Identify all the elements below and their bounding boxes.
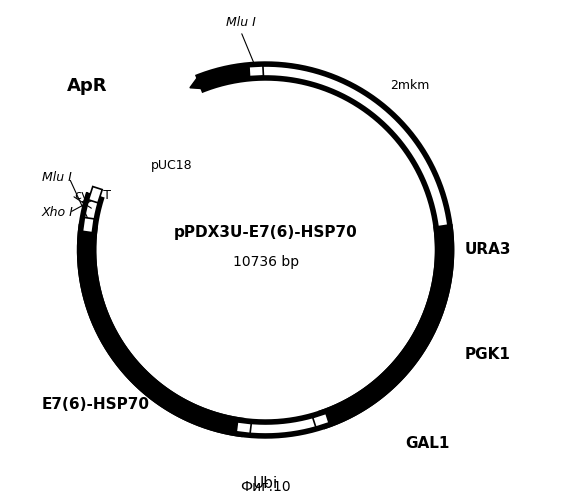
Text: Xho I: Xho I bbox=[42, 206, 73, 219]
Polygon shape bbox=[79, 234, 93, 248]
Text: Mlu I: Mlu I bbox=[42, 172, 72, 184]
Text: PGK1: PGK1 bbox=[465, 347, 511, 362]
Polygon shape bbox=[89, 186, 102, 203]
Text: ApR: ApR bbox=[67, 77, 107, 95]
Text: pPDX3U-E7(6)-HSP70: pPDX3U-E7(6)-HSP70 bbox=[174, 225, 357, 240]
Text: cyc1T: cyc1T bbox=[74, 189, 111, 202]
Polygon shape bbox=[312, 414, 329, 427]
Text: E7(6)-HSP70: E7(6)-HSP70 bbox=[42, 396, 150, 411]
Text: 2mkm: 2mkm bbox=[390, 80, 429, 92]
Polygon shape bbox=[249, 66, 264, 76]
Polygon shape bbox=[208, 418, 218, 428]
Text: 10736 bp: 10736 bp bbox=[232, 256, 298, 270]
Polygon shape bbox=[333, 404, 347, 417]
Polygon shape bbox=[435, 282, 449, 296]
Polygon shape bbox=[190, 76, 205, 89]
Text: URA3: URA3 bbox=[465, 242, 511, 258]
Text: Фиг.10: Фиг.10 bbox=[240, 480, 291, 494]
Text: pUC18: pUC18 bbox=[151, 159, 193, 172]
Polygon shape bbox=[82, 218, 94, 232]
Text: Mlu I: Mlu I bbox=[226, 16, 256, 28]
Polygon shape bbox=[236, 422, 251, 434]
Text: GAL1: GAL1 bbox=[405, 436, 449, 452]
Text: Ubi: Ubi bbox=[253, 476, 278, 491]
